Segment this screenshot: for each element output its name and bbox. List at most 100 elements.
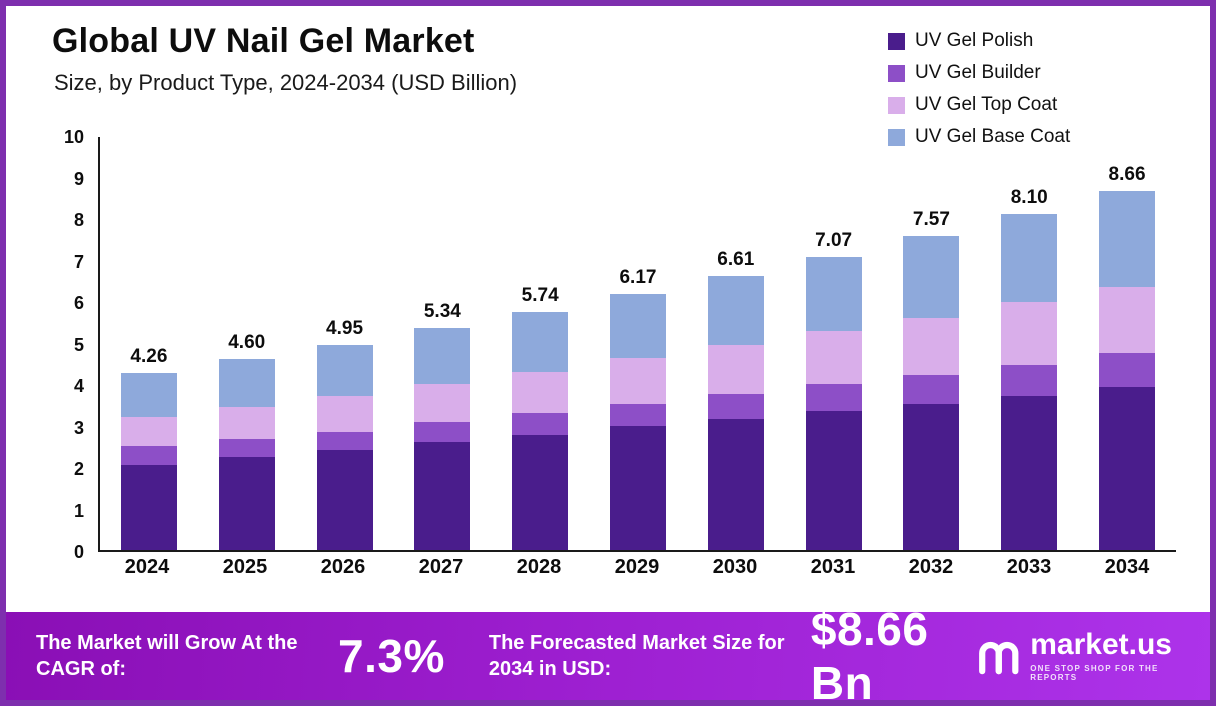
legend-swatch bbox=[888, 128, 905, 146]
segment-uv-gel-base-coat bbox=[805, 256, 862, 331]
forecast-value: $8.66 Bn bbox=[810, 603, 929, 706]
segment-uv-gel-polish bbox=[707, 419, 764, 550]
segment-uv-gel-polish bbox=[609, 426, 666, 550]
y-tick-label: 1 bbox=[73, 500, 84, 521]
segment-uv-gel-top-coat bbox=[609, 357, 666, 404]
legend: UV Gel Polish UV Gel Builder UV Gel Top Co… bbox=[888, 30, 1070, 148]
x-axis-labels: 2024 2025 2026 2027 2028 2029 2030 2031 2032 2033… bbox=[98, 556, 1176, 584]
bar-total-label: 8.66 bbox=[1108, 163, 1146, 185]
bar-total-label: 5.74 bbox=[521, 284, 559, 306]
segment-uv-gel-base-coat bbox=[1001, 213, 1058, 303]
brand-logo: market.us ONE STOP SHOP FOR THE REPORTS bbox=[976, 630, 1182, 682]
bar-total-label: 7.07 bbox=[815, 229, 853, 251]
segment-uv-gel-polish bbox=[903, 403, 960, 550]
segment-uv-gel-top-coat bbox=[218, 406, 275, 440]
segment-uv-gel-polish bbox=[316, 450, 373, 550]
x-axis-label: 2028 bbox=[516, 556, 562, 578]
bar-2028: 5.74 bbox=[512, 284, 569, 550]
segment-uv-gel-top-coat bbox=[903, 317, 960, 375]
bar-2029: 6.17 bbox=[609, 266, 666, 550]
cagr-value: 7.3% bbox=[338, 630, 445, 682]
segment-uv-gel-top-coat bbox=[414, 384, 471, 423]
segment-uv-gel-polish bbox=[218, 456, 275, 550]
x-axis-label: 2026 bbox=[320, 556, 366, 578]
y-tick-label: 9 bbox=[73, 168, 84, 189]
segment-uv-gel-polish bbox=[414, 442, 471, 550]
segment-uv-gel-polish bbox=[805, 410, 862, 550]
bar-stack bbox=[512, 311, 569, 550]
forecast-label: The Forecasted Market Size for 2034 in U… bbox=[488, 632, 785, 680]
segment-uv-gel-builder bbox=[609, 403, 666, 427]
bar-stack bbox=[1099, 190, 1156, 550]
bar-2025: 4.60 bbox=[218, 332, 275, 550]
bar-2031: 7.07 bbox=[805, 229, 862, 550]
bar-2033: 8.10 bbox=[1001, 186, 1058, 550]
bar-2027: 5.34 bbox=[414, 301, 471, 550]
bar-2030: 6.61 bbox=[707, 249, 764, 550]
stacked-bar-chart: 0 1 2 3 4 5 6 7 8 9 10 4.26 4.60 4.95 5.34 5.74 6.17 6.6… bbox=[50, 124, 1178, 586]
x-axis-label: 2027 bbox=[418, 556, 464, 578]
bar-stack bbox=[316, 344, 373, 550]
segment-uv-gel-base-coat bbox=[707, 275, 764, 345]
segment-uv-gel-base-coat bbox=[120, 373, 177, 418]
y-tick-label: 8 bbox=[73, 210, 84, 230]
y-tick-label: 2 bbox=[73, 459, 84, 479]
legend-item: UV Gel Base Coat bbox=[888, 126, 1070, 148]
brand-tagline: ONE STOP SHOP FOR THE REPORTS bbox=[1030, 664, 1159, 682]
segment-uv-gel-polish bbox=[1001, 395, 1058, 550]
segment-uv-gel-builder bbox=[218, 439, 275, 457]
x-axis-label: 2024 bbox=[124, 556, 170, 578]
marketus-logo-icon bbox=[979, 641, 1019, 675]
legend-swatch bbox=[888, 32, 905, 50]
segment-uv-gel-top-coat bbox=[316, 396, 373, 432]
bar-2026: 4.95 bbox=[316, 317, 373, 550]
page-title: Global UV Nail Gel Market bbox=[52, 22, 475, 60]
bar-2032: 7.57 bbox=[903, 209, 960, 550]
segment-uv-gel-builder bbox=[512, 413, 569, 435]
bar-2024: 4.26 bbox=[120, 346, 177, 550]
bar-total-label: 4.26 bbox=[130, 346, 168, 368]
bar-2034: 8.66 bbox=[1099, 163, 1156, 550]
bar-stack bbox=[218, 359, 275, 550]
bar-stack bbox=[805, 256, 862, 550]
y-tick-label: 5 bbox=[73, 334, 84, 355]
legend-label: UV Gel Top Coat bbox=[915, 94, 1058, 115]
brand-text: market.us ONE STOP SHOP FOR THE REPORTS bbox=[1030, 628, 1182, 683]
legend-label: UV Gel Polish bbox=[915, 30, 1034, 51]
legend-label: UV Gel Base Coat bbox=[915, 126, 1071, 147]
segment-uv-gel-polish bbox=[1099, 387, 1156, 550]
bar-stack bbox=[1001, 213, 1058, 550]
legend-item: UV Gel Builder bbox=[888, 62, 1070, 84]
legend-swatch bbox=[888, 64, 905, 82]
segment-uv-gel-builder bbox=[707, 394, 764, 420]
brand-name: market.us bbox=[1030, 628, 1172, 661]
bar-total-label: 4.95 bbox=[326, 317, 364, 339]
bar-stack bbox=[707, 275, 764, 550]
bar-total-label: 6.17 bbox=[619, 266, 657, 288]
x-axis-label: 2030 bbox=[712, 556, 758, 578]
legend-item: UV Gel Top Coat bbox=[888, 94, 1070, 116]
segment-uv-gel-polish bbox=[120, 464, 177, 550]
x-axis-label: 2031 bbox=[810, 556, 856, 578]
segment-uv-gel-top-coat bbox=[1001, 302, 1058, 365]
segment-uv-gel-base-coat bbox=[903, 235, 960, 318]
bar-stack bbox=[903, 235, 960, 550]
segment-uv-gel-builder bbox=[805, 384, 862, 411]
bar-stack bbox=[414, 328, 471, 550]
segment-uv-gel-top-coat bbox=[120, 417, 177, 447]
bar-stack bbox=[120, 373, 177, 550]
segment-uv-gel-builder bbox=[1099, 353, 1156, 388]
segment-uv-gel-builder bbox=[414, 422, 471, 443]
y-tick-label: 0 bbox=[73, 542, 84, 562]
segment-uv-gel-builder bbox=[903, 374, 960, 404]
segment-uv-gel-top-coat bbox=[1099, 286, 1156, 354]
x-axis-label: 2029 bbox=[614, 556, 660, 578]
bar-total-label: 5.34 bbox=[423, 301, 461, 323]
bar-total-label: 8.10 bbox=[1010, 186, 1048, 208]
bar-stack bbox=[609, 293, 666, 550]
segment-uv-gel-base-coat bbox=[316, 344, 373, 397]
segment-uv-gel-polish bbox=[512, 434, 569, 550]
plot-area: 4.26 4.60 4.95 5.34 5.74 6.17 6.61 7.07 7.57 8.10… bbox=[98, 137, 1176, 552]
y-tick-label: 7 bbox=[73, 251, 84, 272]
segment-uv-gel-top-coat bbox=[512, 371, 569, 414]
